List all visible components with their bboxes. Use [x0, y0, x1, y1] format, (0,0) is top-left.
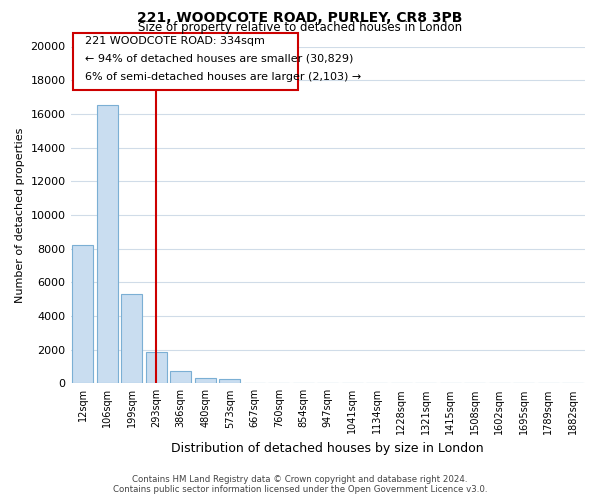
Text: 221 WOODCOTE ROAD: 334sqm: 221 WOODCOTE ROAD: 334sqm	[85, 36, 265, 46]
Bar	[195, 378, 215, 384]
X-axis label: Distribution of detached houses by size in London: Distribution of detached houses by size …	[172, 442, 484, 455]
Text: 221, WOODCOTE ROAD, PURLEY, CR8 3PB: 221, WOODCOTE ROAD, PURLEY, CR8 3PB	[137, 11, 463, 25]
Bar	[73, 245, 93, 384]
Bar	[146, 352, 167, 384]
Bar	[170, 370, 191, 384]
Bar	[97, 106, 118, 384]
Text: Contains HM Land Registry data © Crown copyright and database right 2024.
Contai: Contains HM Land Registry data © Crown c…	[113, 474, 487, 494]
Text: ← 94% of detached houses are smaller (30,829): ← 94% of detached houses are smaller (30…	[85, 53, 353, 63]
FancyBboxPatch shape	[73, 33, 298, 90]
Text: Size of property relative to detached houses in London: Size of property relative to detached ho…	[138, 21, 462, 34]
Y-axis label: Number of detached properties: Number of detached properties	[15, 127, 25, 302]
Bar	[220, 379, 240, 384]
Text: 6% of semi-detached houses are larger (2,103) →: 6% of semi-detached houses are larger (2…	[85, 72, 361, 82]
Bar	[121, 294, 142, 384]
